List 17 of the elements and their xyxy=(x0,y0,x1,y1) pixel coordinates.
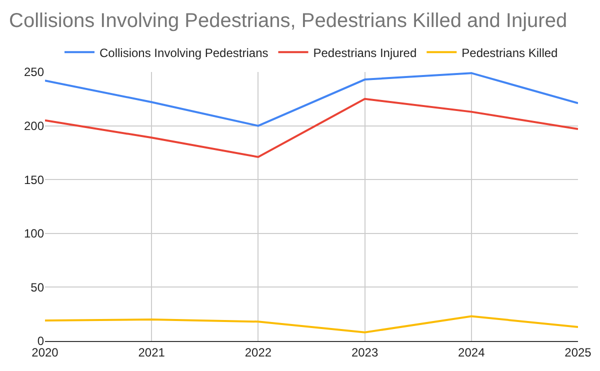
x-tick-label: 2022 xyxy=(244,345,272,360)
y-tick-label: 150 xyxy=(24,172,44,187)
y-tick-label: 200 xyxy=(24,119,44,133)
line-series xyxy=(45,98,578,158)
legend-label: Pedestrians Injured xyxy=(313,46,417,60)
legend-label: Pedestrians Killed xyxy=(462,46,558,60)
x-tick-label: 2021 xyxy=(138,345,166,360)
chart-title: Collisions Involving Pedestrians, Pedestrians Killed and Injured xyxy=(9,10,568,32)
x-tick-label: 2024 xyxy=(458,345,486,360)
y-tick-label: 50 xyxy=(30,280,44,294)
line-series xyxy=(45,315,578,334)
x-tick-label: 2025 xyxy=(564,345,592,360)
line-series xyxy=(45,72,578,127)
legend-label: Collisions Involving Pedestrians xyxy=(100,46,268,60)
y-tick-label: 100 xyxy=(24,226,44,241)
x-tick-label: 2023 xyxy=(351,345,378,360)
y-tick-label: 250 xyxy=(24,65,44,80)
